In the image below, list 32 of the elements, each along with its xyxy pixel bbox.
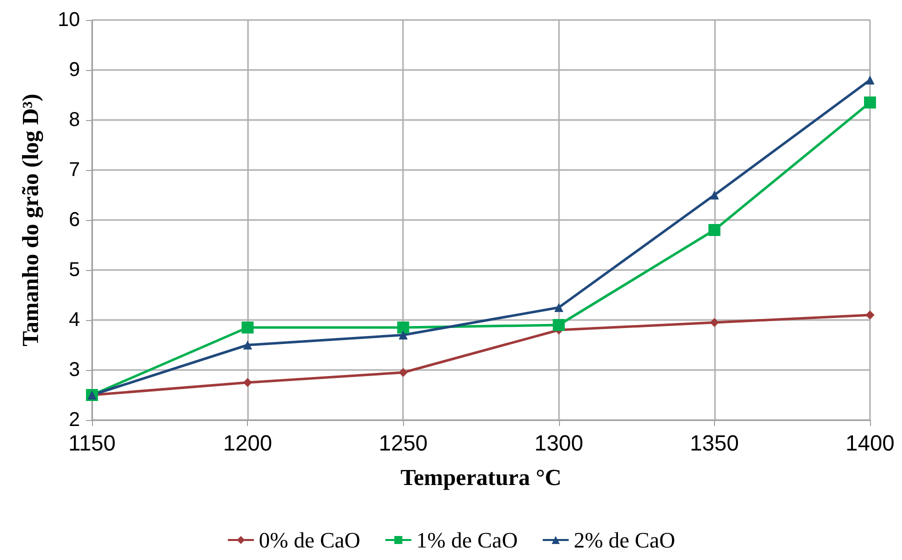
legend-label: 1% de CaO <box>416 528 518 552</box>
y-tick-label: 10 <box>58 9 80 31</box>
x-tick-label: 1250 <box>378 430 428 456</box>
y-tick-label: 3 <box>68 359 80 381</box>
y-tick-label: 8 <box>68 109 80 131</box>
x-tick-label: 1200 <box>223 430 272 456</box>
point <box>710 190 719 200</box>
legend-label: 0% de CaO <box>258 528 360 552</box>
point <box>708 224 720 236</box>
y-axis-title: Tamanho do grão (log D³) <box>18 94 44 346</box>
y-tick-label: 9 <box>68 59 80 81</box>
point <box>397 322 410 334</box>
point <box>243 340 252 350</box>
point <box>866 310 874 320</box>
point <box>554 303 564 312</box>
y-tick-label: 6 <box>68 209 80 231</box>
y-tick-label: 5 <box>68 259 80 281</box>
legend-label: 2% de CaO <box>574 528 676 552</box>
point <box>552 319 565 331</box>
y-tick-label: 7 <box>68 159 80 181</box>
x-tick-label: 1400 <box>846 430 894 456</box>
x-axis-title: Temperatura °C <box>400 465 562 490</box>
x-tick-label: 1150 <box>68 430 116 456</box>
point <box>242 322 254 334</box>
x-tick-label: 1300 <box>534 430 584 456</box>
x-tick-label: 1350 <box>690 430 739 456</box>
y-tick-label: 4 <box>68 309 80 331</box>
point <box>864 96 876 108</box>
point <box>866 76 874 84</box>
point <box>398 330 408 340</box>
point <box>398 368 408 377</box>
y-tick-label: 2 <box>68 409 80 431</box>
